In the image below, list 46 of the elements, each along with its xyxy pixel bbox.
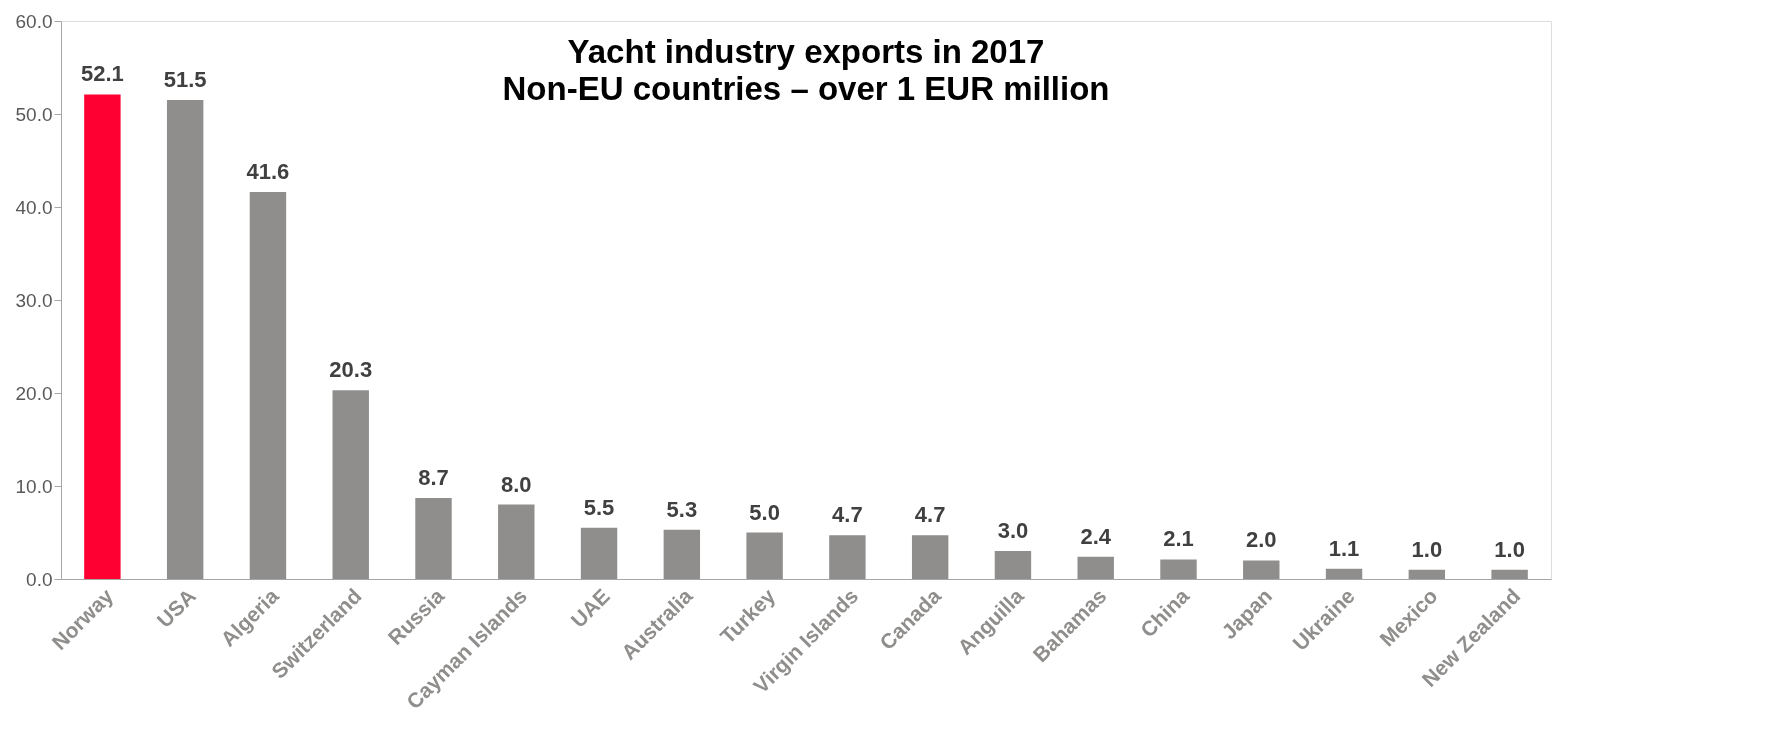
bar bbox=[1077, 556, 1114, 579]
data-label: 52.1 bbox=[80, 61, 124, 87]
bar bbox=[1491, 569, 1528, 579]
chart-title: Yacht industry exports in 2017 bbox=[567, 33, 1045, 70]
y-tick-label: 50.0 bbox=[15, 103, 53, 125]
y-tick-label: 20.0 bbox=[15, 382, 53, 404]
y-tick-label: 60.0 bbox=[15, 10, 53, 32]
bar bbox=[498, 504, 535, 579]
data-label: 4.7 bbox=[832, 502, 863, 528]
data-label: 1.0 bbox=[1494, 536, 1525, 562]
text: Non-EU countries – over 1 EUR million bbox=[502, 70, 1110, 107]
y-tick-label: 30.0 bbox=[15, 289, 53, 311]
data-label: 8.0 bbox=[500, 471, 532, 497]
data-label: 1.0 bbox=[1411, 536, 1443, 562]
bar bbox=[994, 551, 1032, 579]
data-label: 51.5 bbox=[163, 67, 207, 93]
bar bbox=[911, 535, 949, 579]
data-label: 5.5 bbox=[583, 494, 615, 520]
y-tick-label: 10.0 bbox=[15, 475, 53, 497]
bar bbox=[1325, 568, 1363, 579]
data-label: 4.7 bbox=[914, 502, 946, 528]
y-tick-label: 0.0 bbox=[26, 568, 53, 590]
data-label: 1.1 bbox=[1328, 535, 1360, 561]
bar bbox=[1243, 560, 1280, 579]
data-label: 2.0 bbox=[1245, 527, 1277, 553]
x-tick-label: USA bbox=[152, 584, 201, 632]
bar bbox=[580, 527, 618, 579]
data-label: 2.4 bbox=[1080, 523, 1112, 549]
data-label: 41.6 bbox=[246, 159, 290, 185]
data-label: 5.3 bbox=[666, 496, 698, 522]
bar bbox=[415, 498, 452, 579]
data-label: 5.0 bbox=[749, 499, 780, 525]
bar bbox=[1160, 559, 1197, 579]
bar bbox=[332, 390, 369, 579]
bar bbox=[84, 94, 121, 579]
bar bbox=[249, 192, 287, 579]
data-label: 8.7 bbox=[418, 465, 449, 491]
bar bbox=[829, 535, 866, 579]
bar bbox=[663, 529, 701, 579]
bar bbox=[746, 532, 783, 579]
data-label: 2.1 bbox=[1163, 526, 1194, 552]
y-tick-label: 40.0 bbox=[15, 196, 53, 218]
data-label: 3.0 bbox=[997, 518, 1029, 544]
bar bbox=[1408, 569, 1446, 579]
data-label: 20.3 bbox=[329, 357, 373, 383]
bar bbox=[166, 100, 204, 579]
